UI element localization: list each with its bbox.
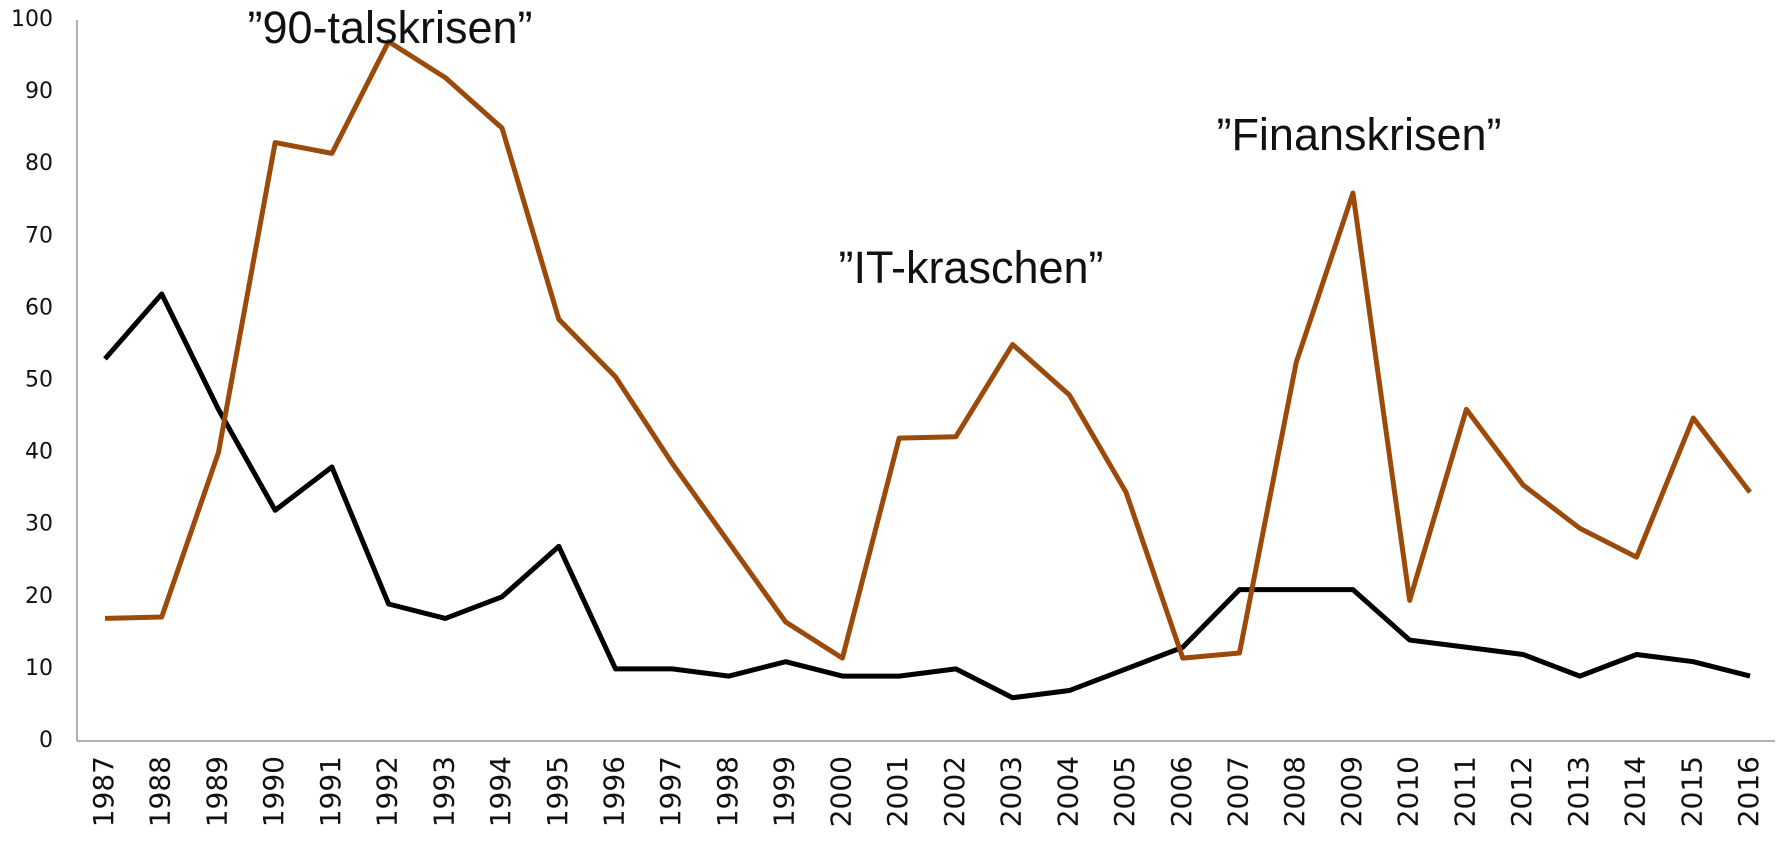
annotation: ”IT-kraschen” [838,242,1103,293]
x-tick-label: 1994 [484,756,517,827]
x-tick-label: 2009 [1335,756,1368,827]
x-tick-label: 2006 [1165,756,1198,827]
x-tick-label: 1997 [654,756,687,827]
x-tick-label: 2001 [881,756,914,827]
y-tick-label: 80 [25,151,53,176]
annotation: ”90-talskrisen” [247,2,532,53]
x-tick-label: 1989 [200,756,233,827]
x-tick-label: 2015 [1675,756,1708,827]
x-tick-label: 2012 [1505,756,1538,827]
x-tick-label: 1992 [371,756,404,827]
x-tick-label: 2004 [1051,756,1084,827]
y-tick-label: 30 [25,512,53,537]
y-tick-label: 70 [25,223,53,248]
y-tick-label: 0 [39,728,53,753]
x-tick-label: 1999 [768,756,801,827]
x-tick-label: 2002 [938,756,971,827]
x-tick-label: 1988 [144,756,177,827]
x-tick-label: 2000 [824,756,857,827]
x-tick-label: 2013 [1562,756,1595,827]
x-tick-label: 2008 [1278,756,1311,827]
annotation: ”Finanskrisen” [1216,109,1501,160]
x-tick-label: 1996 [598,756,631,827]
y-tick-label: 100 [11,7,53,32]
x-tick-label: 2007 [1221,756,1254,827]
x-tick-label: 1990 [257,756,290,827]
x-tick-label: 1991 [314,756,347,827]
y-tick-label: 90 [25,79,53,104]
y-tick-label: 10 [25,656,53,681]
x-tick-label: 2003 [995,756,1028,827]
line-series [104,39,1752,661]
y-tick-label: 40 [25,440,53,465]
x-tick-label: 2016 [1732,756,1765,827]
x-tick-label: 1998 [711,756,744,827]
x-tick-label: 2005 [1108,756,1141,827]
y-tick-label: 50 [25,368,53,393]
x-tick-label: 2014 [1619,756,1652,827]
x-tick-label: 2011 [1448,756,1481,827]
y-tick-label: 60 [25,295,53,320]
line-series [103,291,1751,701]
x-tick-label: 1993 [427,756,460,827]
x-tick-label: 2010 [1392,756,1425,827]
x-tick-label: 1995 [541,756,574,827]
x-tick-label: 1987 [87,756,120,827]
y-tick-label: 20 [25,584,53,609]
